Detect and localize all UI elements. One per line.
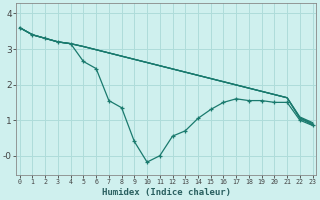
X-axis label: Humidex (Indice chaleur): Humidex (Indice chaleur): [102, 188, 231, 197]
